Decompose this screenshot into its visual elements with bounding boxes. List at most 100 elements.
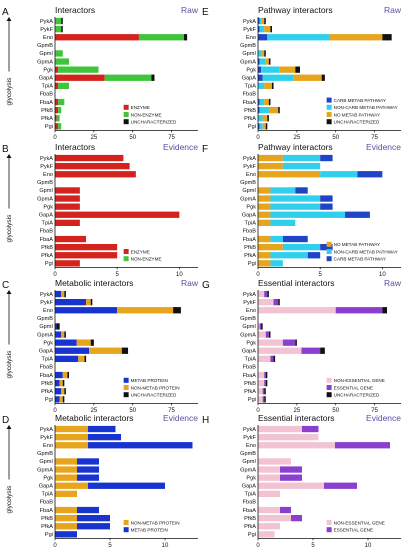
bar-segment bbox=[307, 252, 321, 259]
legend-label: ESSENTIAL GENE bbox=[334, 385, 373, 390]
category-label: GpmA bbox=[240, 467, 256, 473]
legend-swatch bbox=[123, 104, 129, 110]
bar-segment bbox=[268, 331, 271, 338]
bar-segment bbox=[67, 371, 69, 379]
panel-title: Pathway interactors bbox=[258, 5, 333, 15]
bar-segment bbox=[258, 115, 263, 122]
x-tick-label: 75 bbox=[168, 135, 175, 141]
category-label: PykF bbox=[243, 300, 256, 306]
panel-f: F Pathway interactors Evidence PykA PykF Eno G… bbox=[202, 142, 401, 278]
bar-segment bbox=[270, 26, 272, 33]
bar-segment bbox=[295, 66, 300, 73]
bar-segment bbox=[55, 82, 59, 89]
bar-segment bbox=[264, 17, 266, 25]
bar-segment bbox=[138, 34, 185, 41]
bar-segment bbox=[89, 347, 122, 354]
bar-segment bbox=[258, 203, 271, 210]
bar-segment bbox=[264, 82, 272, 89]
bar-segment bbox=[264, 98, 269, 106]
category-label: GapA bbox=[242, 76, 257, 82]
panel-letter: B bbox=[2, 144, 9, 155]
bar-segment bbox=[55, 474, 77, 481]
bar-segment bbox=[258, 290, 265, 298]
bar-segment bbox=[55, 380, 60, 387]
legend-swatch bbox=[123, 527, 129, 533]
bar-segment bbox=[55, 442, 88, 449]
legend-label: UNCHARACTERIZED bbox=[334, 393, 380, 398]
bar-segment bbox=[259, 26, 265, 33]
glycolysis-label: glycolysis bbox=[6, 289, 13, 378]
category-label: PfkA bbox=[244, 116, 256, 122]
bar-segment bbox=[282, 339, 296, 346]
bar-segment bbox=[270, 211, 346, 218]
bar-segment bbox=[62, 380, 65, 387]
category-label: Pgk bbox=[43, 340, 53, 346]
bar-segment bbox=[259, 58, 266, 65]
category-label: PykF bbox=[243, 164, 256, 170]
category-label: Pgi bbox=[248, 397, 256, 403]
bar-segment bbox=[55, 290, 62, 298]
bar-segment bbox=[55, 50, 63, 57]
category-label: Pgk bbox=[246, 340, 256, 346]
category-label: PfkB bbox=[41, 381, 53, 387]
bar-segment bbox=[279, 66, 296, 73]
category-label: GapA bbox=[242, 484, 257, 490]
bar-segment bbox=[58, 82, 69, 89]
legend-swatch bbox=[123, 377, 129, 383]
category-label: FbaA bbox=[40, 373, 54, 379]
category-label: FbaB bbox=[243, 229, 257, 235]
legend-label: NON-ESSENTIAL GENE bbox=[334, 378, 385, 383]
bar-segment bbox=[61, 26, 63, 33]
category-label: PykA bbox=[243, 427, 256, 433]
bar-segment bbox=[258, 396, 263, 403]
category-label: TpiA bbox=[41, 492, 53, 498]
bar-segment bbox=[258, 434, 319, 441]
bar-segment bbox=[258, 523, 280, 530]
category-label: PykA bbox=[40, 427, 53, 433]
category-label: PykA bbox=[40, 19, 53, 25]
bar-segment bbox=[184, 34, 188, 41]
bar-segment bbox=[55, 506, 77, 514]
bar-segment bbox=[261, 17, 265, 25]
category-label: PfkA bbox=[41, 116, 53, 122]
category-label: GpmA bbox=[240, 59, 256, 65]
bar-segment bbox=[88, 434, 121, 441]
bar-segment bbox=[61, 331, 65, 338]
bar-segment bbox=[258, 17, 260, 25]
bar-segment bbox=[335, 307, 383, 314]
bar-segment bbox=[258, 123, 260, 130]
bar-segment bbox=[55, 307, 118, 314]
legend-label: ENZYME bbox=[131, 249, 150, 254]
x-tick-label: 75 bbox=[371, 408, 378, 414]
legend-label: NON-METAB PROTEIN bbox=[131, 385, 180, 390]
bar-segment bbox=[64, 290, 66, 298]
category-label: TpiA bbox=[244, 221, 256, 227]
legend-swatch bbox=[123, 385, 129, 390]
glycolysis-text: glycolysis bbox=[6, 485, 13, 514]
bar-segment bbox=[55, 466, 77, 473]
panel-title: Interactors bbox=[55, 5, 95, 15]
bar-segment bbox=[270, 187, 296, 194]
bar-segment bbox=[55, 260, 80, 267]
bar-segment bbox=[77, 466, 99, 473]
bar-segment bbox=[55, 203, 80, 210]
category-label: FbaB bbox=[40, 500, 54, 506]
bar-segment bbox=[55, 235, 87, 243]
bar-segment bbox=[295, 339, 297, 346]
bar-segment bbox=[258, 490, 280, 497]
legend-swatch bbox=[326, 97, 332, 103]
bar-segment bbox=[258, 187, 271, 194]
category-label: PfkA bbox=[244, 524, 256, 530]
bar-segment bbox=[265, 371, 268, 379]
bar-segment bbox=[258, 299, 274, 306]
category-label: PfkB bbox=[41, 108, 53, 114]
bar-segment bbox=[58, 123, 62, 130]
bar-segment bbox=[104, 74, 152, 81]
category-label: Pgi bbox=[248, 532, 256, 538]
panel-h: H Essential interactors Evidence PykA PykF En… bbox=[202, 413, 401, 549]
bar-segment bbox=[259, 323, 262, 330]
bar-segment bbox=[301, 347, 321, 354]
bar-segment bbox=[267, 115, 269, 122]
legend-label: ESSENTIAL GENE bbox=[334, 528, 373, 533]
bar-segment bbox=[64, 331, 66, 338]
